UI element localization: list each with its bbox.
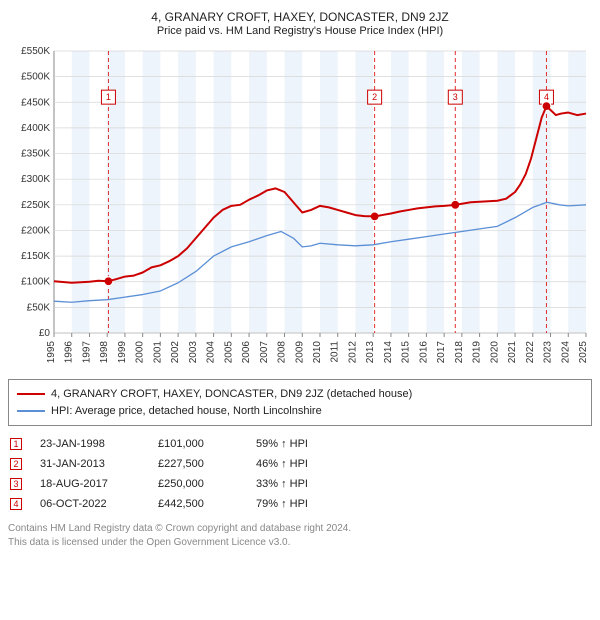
svg-text:1997: 1997 xyxy=(81,341,92,364)
event-date: 31-JAN-2013 xyxy=(40,458,140,470)
event-pct: 79% ↑ HPI xyxy=(256,498,336,510)
event-price: £101,000 xyxy=(158,438,238,450)
svg-text:2017: 2017 xyxy=(436,341,447,364)
svg-text:2012: 2012 xyxy=(347,341,358,364)
svg-text:£450K: £450K xyxy=(21,97,50,108)
svg-text:2000: 2000 xyxy=(135,341,146,364)
events-table: 1 23-JAN-1998 £101,000 59% ↑ HPI 2 31-JAN-201… xyxy=(8,434,592,514)
legend-swatch xyxy=(17,410,45,412)
footnote-line: Contains HM Land Registry data © Crown c… xyxy=(8,522,592,536)
legend-label: 4, GRANARY CROFT, HAXEY, DONCASTER, DN9 … xyxy=(51,386,412,403)
svg-text:3: 3 xyxy=(453,92,458,102)
legend-label: HPI: Average price, detached house, Nort… xyxy=(51,403,322,420)
svg-text:1998: 1998 xyxy=(99,341,110,364)
svg-text:2002: 2002 xyxy=(170,341,181,364)
svg-text:2: 2 xyxy=(372,92,377,102)
chart-title: 4, GRANARY CROFT, HAXEY, DONCASTER, DN9 … xyxy=(8,10,592,24)
svg-text:2010: 2010 xyxy=(312,341,323,364)
legend-row: 4, GRANARY CROFT, HAXEY, DONCASTER, DN9 … xyxy=(17,386,583,403)
event-marker: 1 xyxy=(10,438,22,450)
svg-text:£500K: £500K xyxy=(21,72,50,83)
legend-swatch xyxy=(17,393,45,395)
event-row: 2 31-JAN-2013 £227,500 46% ↑ HPI xyxy=(8,454,592,474)
event-marker: 3 xyxy=(10,478,22,490)
event-price: £227,500 xyxy=(158,458,238,470)
chart-subtitle: Price paid vs. HM Land Registry's House … xyxy=(8,25,592,37)
svg-text:2025: 2025 xyxy=(578,341,589,364)
event-row: 3 18-AUG-2017 £250,000 33% ↑ HPI xyxy=(8,474,592,494)
svg-text:2022: 2022 xyxy=(525,341,536,364)
event-price: £442,500 xyxy=(158,498,238,510)
svg-text:2020: 2020 xyxy=(489,341,500,364)
svg-text:1996: 1996 xyxy=(64,341,75,364)
event-date: 06-OCT-2022 xyxy=(40,498,140,510)
svg-text:2016: 2016 xyxy=(418,341,429,364)
event-price: £250,000 xyxy=(158,478,238,490)
svg-text:2009: 2009 xyxy=(294,341,305,364)
svg-text:2006: 2006 xyxy=(241,341,252,364)
svg-text:2005: 2005 xyxy=(223,341,234,364)
svg-text:2008: 2008 xyxy=(277,341,288,364)
svg-text:2003: 2003 xyxy=(188,341,199,364)
event-row: 1 23-JAN-1998 £101,000 59% ↑ HPI xyxy=(8,434,592,454)
svg-text:£200K: £200K xyxy=(21,225,50,236)
event-pct: 46% ↑ HPI xyxy=(256,458,336,470)
svg-text:£100K: £100K xyxy=(21,277,50,288)
svg-text:£50K: £50K xyxy=(27,302,51,313)
svg-text:2019: 2019 xyxy=(472,341,483,364)
svg-text:2015: 2015 xyxy=(401,341,412,364)
svg-text:£250K: £250K xyxy=(21,200,50,211)
svg-text:2007: 2007 xyxy=(259,341,270,364)
svg-text:2014: 2014 xyxy=(383,341,394,364)
svg-text:1999: 1999 xyxy=(117,341,128,364)
svg-text:4: 4 xyxy=(544,92,549,102)
svg-text:2024: 2024 xyxy=(560,341,571,364)
line-chart-svg: £0 £50K £100K £150K £200K £250K £300K £350K £400… xyxy=(8,43,592,373)
event-date: 18-AUG-2017 xyxy=(40,478,140,490)
svg-text:£400K: £400K xyxy=(21,123,50,134)
event-marker: 2 xyxy=(10,458,22,470)
event-date: 23-JAN-1998 xyxy=(40,438,140,450)
chart-area: £0 £50K £100K £150K £200K £250K £300K £350K £400… xyxy=(8,43,592,373)
svg-text:2018: 2018 xyxy=(454,341,465,364)
svg-text:£350K: £350K xyxy=(21,149,50,160)
legend: 4, GRANARY CROFT, HAXEY, DONCASTER, DN9 … xyxy=(8,379,592,426)
event-pct: 33% ↑ HPI xyxy=(256,478,336,490)
event-row: 4 06-OCT-2022 £442,500 79% ↑ HPI xyxy=(8,494,592,514)
svg-text:£300K: £300K xyxy=(21,174,50,185)
svg-text:2021: 2021 xyxy=(507,341,518,364)
svg-text:2004: 2004 xyxy=(206,341,217,364)
svg-text:1: 1 xyxy=(106,92,111,102)
footnote-line: This data is licensed under the Open Gov… xyxy=(8,536,592,550)
svg-text:2001: 2001 xyxy=(152,341,163,364)
svg-text:£550K: £550K xyxy=(21,46,50,57)
svg-text:2023: 2023 xyxy=(543,341,554,364)
svg-text:£150K: £150K xyxy=(21,251,50,262)
legend-row: HPI: Average price, detached house, Nort… xyxy=(17,403,583,420)
event-pct: 59% ↑ HPI xyxy=(256,438,336,450)
footnote: Contains HM Land Registry data © Crown c… xyxy=(8,522,592,549)
svg-text:£0: £0 xyxy=(39,328,51,339)
svg-text:1995: 1995 xyxy=(46,341,57,364)
svg-text:2011: 2011 xyxy=(330,341,341,363)
svg-text:2013: 2013 xyxy=(365,341,376,364)
event-marker: 4 xyxy=(10,498,22,510)
